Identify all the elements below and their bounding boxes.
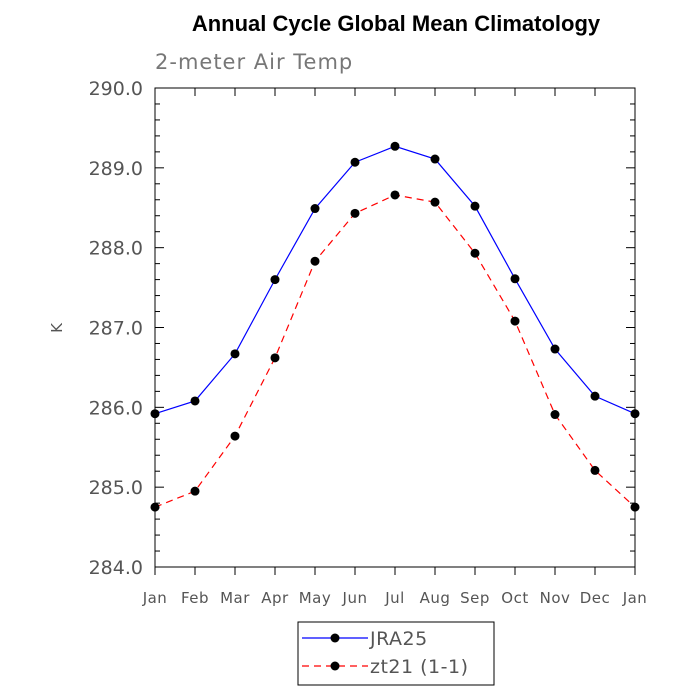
series-1-point [470, 248, 480, 258]
series-1-point [230, 431, 240, 441]
plot-frame [154, 87, 636, 568]
series-1-point [590, 465, 600, 475]
x-tick-label: Jun [342, 589, 368, 607]
x-tick-label: Aug [420, 589, 451, 607]
x-tick-label: Jan [622, 589, 648, 607]
series-1-point [270, 353, 280, 363]
series-1-point [430, 197, 440, 207]
y-axis-label: K [48, 322, 66, 333]
y-tick-label: 289.0 [89, 158, 143, 180]
y-tick-label: 288.0 [89, 238, 143, 260]
x-tick-label: Jan [142, 589, 168, 607]
series-0-point [510, 274, 520, 284]
series-0-point [150, 409, 160, 419]
legend: JRA25 zt21 (1-1) [297, 621, 495, 686]
x-tick-label: Nov [540, 589, 571, 607]
series-1-point [310, 256, 320, 266]
series-1-point [510, 316, 520, 326]
y-tick-label: 286.0 [89, 397, 143, 419]
y-axis-ticks: 284.0 285.0 286.0 287.0 288.0 289.0 290.0 [89, 78, 635, 579]
series-0-point [230, 349, 240, 359]
chart-subtitle: 2-meter Air Temp [155, 50, 353, 74]
series-0-point [550, 344, 560, 354]
legend-marker-jra25 [330, 633, 340, 643]
series-0-point [390, 141, 400, 151]
series-0-point [470, 201, 480, 211]
x-tick-label: Mar [220, 589, 250, 607]
legend-label-zt21: zt21 (1-1) [370, 656, 469, 678]
y-tick-label: 284.0 [89, 557, 143, 579]
series-0-point [270, 275, 280, 285]
series-line-1 [154, 194, 636, 508]
series-points [150, 141, 640, 512]
y-tick-label: 285.0 [89, 477, 143, 499]
series-0-point [310, 204, 320, 214]
x-tick-label: May [299, 589, 332, 607]
series-0-point [190, 396, 200, 406]
series-0-point [430, 154, 440, 164]
x-tick-label: Dec [580, 589, 611, 607]
series-1-point [390, 190, 400, 200]
x-tick-label: Jul [384, 589, 405, 607]
series-1-point [190, 486, 200, 496]
series-0-point [590, 391, 600, 401]
x-tick-label: Apr [261, 589, 289, 607]
x-tick-label: Feb [181, 589, 209, 607]
x-tick-label: Sep [460, 589, 490, 607]
legend-label-jra25: JRA25 [369, 628, 428, 650]
chart-title: Annual Cycle Global Mean Climatology [192, 11, 601, 36]
series-line-0 [154, 145, 636, 415]
series-0-point [350, 157, 360, 167]
x-axis-ticks: Jan Feb Mar Apr May Jun Jul Aug Sep Oct Nov Dec Jan [142, 88, 648, 607]
series-1-point [630, 502, 640, 512]
series-0-point [630, 409, 640, 419]
series-lines [154, 145, 636, 508]
x-tick-label: Oct [501, 589, 528, 607]
y-tick-label: 287.0 [89, 318, 143, 340]
series-1-point [350, 208, 360, 218]
y-tick-label: 290.0 [89, 78, 143, 100]
legend-marker-zt21 [330, 661, 340, 671]
series-1-point [150, 502, 160, 512]
series-1-point [550, 410, 560, 420]
legend-box [297, 621, 495, 686]
